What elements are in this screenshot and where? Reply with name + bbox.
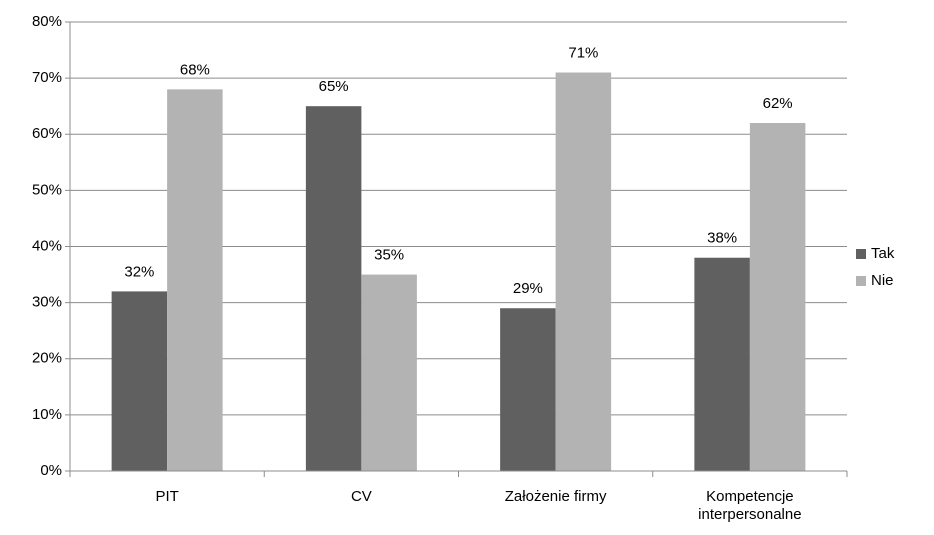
bar: [305, 106, 362, 471]
y-tick-label: 60%: [32, 125, 62, 142]
y-tick-label: 70%: [32, 69, 62, 86]
bar: [749, 123, 806, 472]
bar: [361, 274, 417, 471]
x-tick-label: CV: [350, 488, 372, 505]
y-tick-label: 0%: [40, 462, 62, 479]
data-label: 65%: [319, 78, 349, 95]
bar: [694, 257, 750, 471]
y-tick-label: 30%: [32, 294, 62, 311]
legend-label: Tak: [871, 245, 895, 262]
legend-swatch: [856, 249, 866, 259]
data-label: 35%: [374, 247, 404, 264]
data-label: 62%: [763, 95, 793, 112]
y-tick-label: 20%: [32, 350, 62, 367]
x-tick-label: PIT: [155, 488, 179, 505]
bar: [111, 291, 168, 471]
data-label: 32%: [124, 263, 154, 280]
data-label: 29%: [513, 280, 543, 297]
legend-label: Nie: [871, 272, 894, 289]
y-tick-label: 10%: [32, 406, 62, 423]
y-tick-label: 40%: [32, 237, 62, 254]
data-label: 68%: [180, 61, 210, 78]
y-tick-label: 80%: [32, 13, 62, 30]
legend-swatch: [856, 276, 866, 286]
x-tick-label: Założenie firmy: [504, 488, 607, 505]
y-tick-label: 50%: [32, 181, 62, 198]
data-label: 71%: [568, 44, 598, 61]
bar: [555, 72, 612, 471]
bar: [167, 89, 223, 471]
data-label: 38%: [707, 230, 737, 247]
bar: [500, 308, 556, 471]
x-tick-label: Kompetencje interpersonalne: [698, 488, 802, 523]
